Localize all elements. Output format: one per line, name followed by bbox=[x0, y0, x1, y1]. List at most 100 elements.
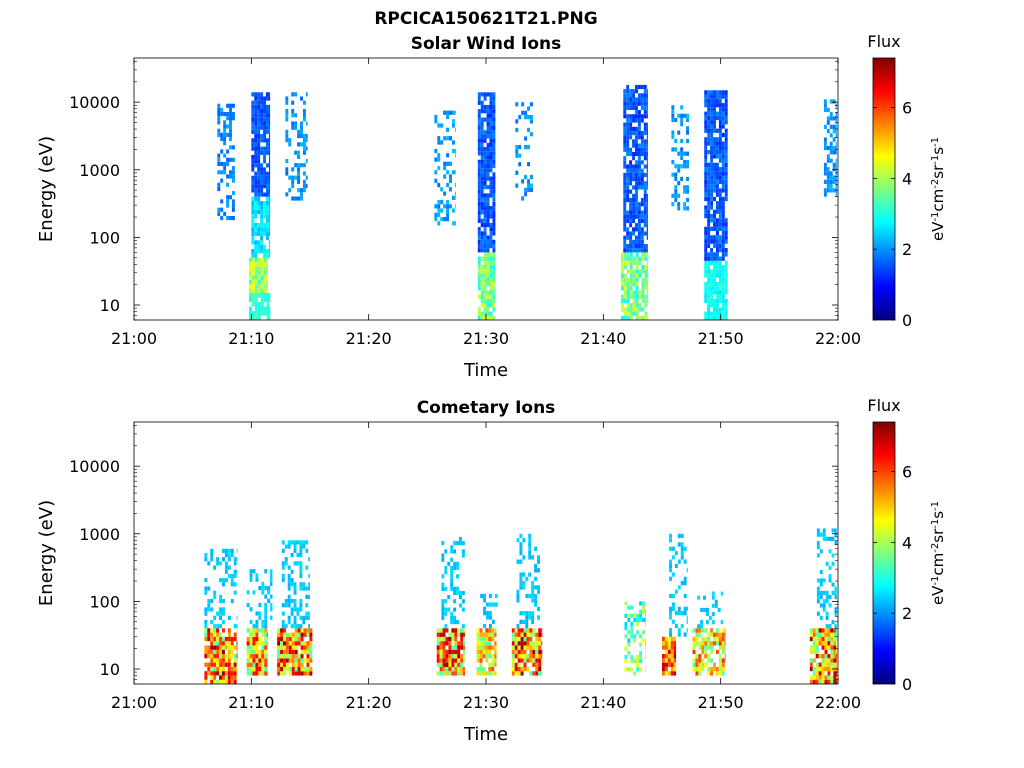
spectrogram-cell bbox=[217, 132, 221, 137]
spectrogram-cell bbox=[718, 658, 722, 663]
spectrogram-cell bbox=[711, 620, 715, 625]
spectrogram-cell bbox=[644, 621, 646, 627]
spectrogram-cell bbox=[667, 649, 671, 654]
spectrogram-cell bbox=[692, 666, 696, 672]
spectrogram-cell bbox=[511, 628, 515, 633]
spectrogram-cell bbox=[667, 641, 671, 646]
spectrogram-cell bbox=[486, 109, 490, 114]
spectrogram-cell bbox=[816, 532, 820, 537]
spectrogram-cell bbox=[623, 315, 627, 320]
spectrogram-cell bbox=[704, 137, 708, 142]
spectrogram-cell bbox=[305, 615, 309, 620]
spectrogram-cell bbox=[718, 90, 722, 95]
spectrogram-cell bbox=[261, 666, 265, 672]
spectrogram-cell bbox=[673, 636, 677, 642]
spectrogram-cell bbox=[477, 117, 481, 122]
spectrogram-cell bbox=[480, 218, 484, 223]
spectrogram-cell bbox=[667, 653, 671, 659]
spectrogram-cell bbox=[677, 559, 681, 564]
spectrogram-cell bbox=[638, 315, 642, 320]
spectrogram-cell bbox=[715, 167, 719, 172]
spectrogram-cell bbox=[254, 192, 258, 197]
spectrogram-cell bbox=[227, 671, 231, 676]
spectrogram-cell bbox=[290, 578, 294, 583]
spectrogram-cell bbox=[671, 113, 675, 118]
spectrogram-cell bbox=[223, 170, 227, 175]
spectrogram-cell bbox=[450, 582, 454, 587]
spectrogram-cell bbox=[522, 572, 526, 577]
spectrogram-cell bbox=[476, 671, 480, 676]
spectrogram-cell bbox=[646, 177, 648, 182]
spectrogram-cell bbox=[450, 611, 454, 616]
spectrogram-cell bbox=[523, 632, 527, 637]
spectrogram-cell bbox=[233, 645, 237, 650]
spectrogram-cell bbox=[514, 662, 518, 667]
spectrogram-cell bbox=[713, 115, 716, 121]
spectrogram-cell bbox=[673, 645, 677, 650]
spectrogram-cell bbox=[718, 188, 722, 193]
spectrogram-cell bbox=[291, 113, 295, 118]
spectrogram-cell bbox=[442, 671, 446, 676]
spectrogram-cell bbox=[644, 286, 648, 291]
spectrogram-cell bbox=[261, 624, 265, 629]
y-tick-label: 10 bbox=[100, 660, 120, 679]
spectrogram-cell bbox=[674, 117, 678, 123]
spectrogram-cell bbox=[224, 679, 228, 684]
spectrogram-cell bbox=[489, 227, 493, 232]
spectrogram-cell bbox=[248, 311, 252, 316]
spectrogram-cell bbox=[446, 208, 450, 213]
spectrogram-cell bbox=[284, 561, 288, 566]
spectrogram-cell bbox=[707, 209, 711, 214]
spectrogram-cell bbox=[445, 671, 449, 676]
spectrogram-cell bbox=[480, 117, 484, 122]
spectrogram-cell bbox=[710, 201, 714, 206]
spectrogram-cell bbox=[703, 607, 706, 612]
spectrogram-cell bbox=[641, 252, 645, 257]
spectrogram-cell bbox=[309, 628, 313, 633]
spectrogram-cell bbox=[713, 111, 716, 116]
spectrogram-cell bbox=[270, 569, 273, 574]
spectrogram-cell bbox=[710, 239, 714, 244]
spectrogram-cell bbox=[480, 151, 484, 156]
spectrogram-cell bbox=[713, 239, 716, 244]
spectrogram-cell bbox=[835, 116, 837, 121]
spectrogram-cell bbox=[704, 184, 708, 189]
spectrogram-cell bbox=[713, 162, 716, 168]
spectrogram-cell bbox=[436, 636, 440, 642]
spectrogram-cell bbox=[489, 210, 493, 215]
spectrogram-cell bbox=[453, 549, 457, 554]
spectrogram-cell bbox=[445, 662, 449, 667]
spectrogram-cell bbox=[285, 192, 289, 197]
spectrogram-cell bbox=[674, 611, 678, 616]
spectrogram-cell bbox=[266, 302, 270, 307]
spectrogram-cell bbox=[641, 286, 645, 291]
spectrogram-cell bbox=[300, 125, 303, 130]
spectrogram-cell bbox=[826, 107, 830, 113]
spectrogram-cell bbox=[254, 96, 258, 101]
spectrogram-cell bbox=[483, 201, 487, 207]
spectrogram-cell bbox=[647, 269, 649, 274]
spectrogram-cell bbox=[293, 598, 297, 604]
x-tick-label: 21:00 bbox=[111, 329, 157, 348]
spectrogram-cell bbox=[517, 654, 521, 659]
spectrogram-cell bbox=[226, 111, 230, 117]
spectrogram-cell bbox=[303, 649, 307, 655]
spectrogram-cell bbox=[518, 162, 522, 167]
spectrogram-cell bbox=[457, 628, 461, 633]
spectrogram-cell bbox=[724, 636, 726, 642]
spectrogram-cell bbox=[626, 193, 630, 198]
spectrogram-cell bbox=[308, 573, 310, 579]
spectrogram-cell bbox=[823, 107, 827, 113]
spectrogram-cell bbox=[710, 213, 714, 219]
spectrogram-cell bbox=[264, 611, 268, 616]
spectrogram-cell bbox=[263, 134, 266, 139]
spectrogram-cell bbox=[629, 147, 633, 152]
spectrogram-cell bbox=[263, 244, 266, 250]
spectrogram-cell bbox=[302, 586, 306, 591]
spectrogram-cell bbox=[254, 302, 258, 307]
spectrogram-cell bbox=[252, 641, 256, 646]
spectrogram-cell bbox=[518, 115, 522, 120]
spectrogram-cell bbox=[636, 659, 640, 664]
spectrogram-cell bbox=[299, 561, 303, 566]
spectrogram-cell bbox=[632, 244, 636, 249]
